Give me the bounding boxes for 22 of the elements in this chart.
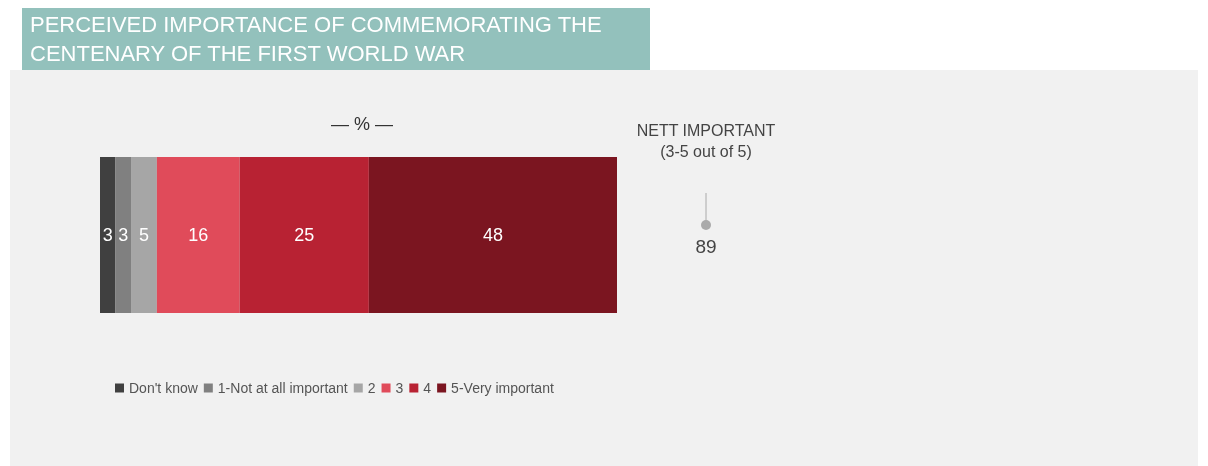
data-label: 25 (294, 225, 315, 245)
bar (156, 157, 240, 313)
data-label: 3 (118, 225, 129, 245)
data-label: 3 (102, 225, 113, 245)
bar (131, 157, 157, 313)
bar (368, 157, 617, 313)
legend-label: 5-Very important (451, 380, 554, 396)
legend-label: Don't know (129, 380, 199, 396)
data-label: 16 (188, 225, 209, 245)
legend-label: 1-Not at all important (217, 380, 348, 396)
bar (115, 157, 132, 313)
data-label: 5 (138, 225, 149, 245)
chart-title: PERCEIVED IMPORTANCE OF COMMEMORATING THE CENTENARY OF THE FIRST WORLD WAR (22, 8, 650, 70)
text: NETT IMPORTANT (3-5 out of 5) (636, 121, 776, 162)
legend-label: 3 (395, 380, 404, 396)
text: 89 (694, 236, 718, 258)
bar (239, 157, 369, 313)
chart-subtitle: — % — (330, 114, 394, 134)
legend-label: 2 (367, 380, 376, 396)
legend-label: 4 (423, 380, 432, 396)
data-label: 48 (482, 225, 503, 245)
bar (100, 157, 116, 313)
